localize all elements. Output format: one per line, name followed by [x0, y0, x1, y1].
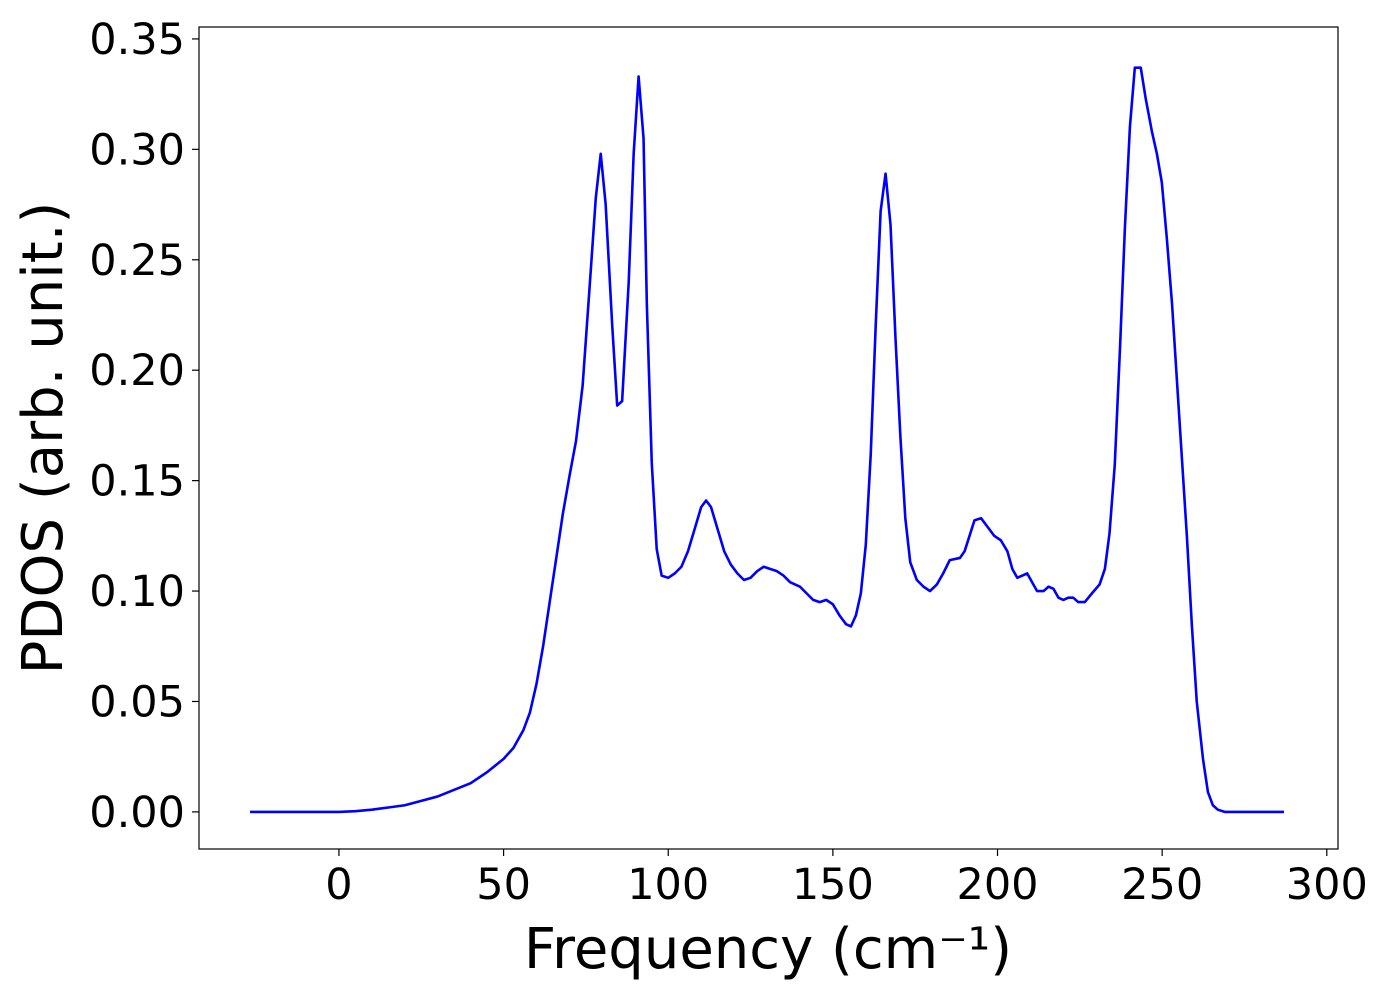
data-line: [250, 66, 1284, 814]
y-tick-label: 0.25: [89, 236, 185, 286]
y-tick-label: 0.20: [89, 346, 185, 396]
y-tick-label: 0.10: [89, 567, 185, 617]
y-tick-label: 0.30: [89, 125, 185, 175]
x-tick-label: 250: [1121, 860, 1203, 910]
y-tick-label: 0.15: [89, 457, 185, 507]
y-axis-label: PDOS (arb. unit.): [11, 202, 76, 675]
x-tick-label: 150: [792, 860, 874, 910]
x-tick-label: 200: [956, 860, 1038, 910]
y-tick-label: 0.00: [89, 788, 185, 838]
x-tick-label: 300: [1286, 860, 1368, 910]
x-tick-label: 100: [627, 860, 709, 910]
x-tick-label: 0: [325, 860, 352, 910]
y-tick-label: 0.05: [89, 677, 185, 727]
x-axis-label: Frequency (cm⁻¹): [524, 917, 1012, 982]
x-tick-label: 50: [476, 860, 531, 910]
plot-frame: [198, 26, 1339, 850]
y-tick-label: 0.35: [89, 15, 185, 65]
